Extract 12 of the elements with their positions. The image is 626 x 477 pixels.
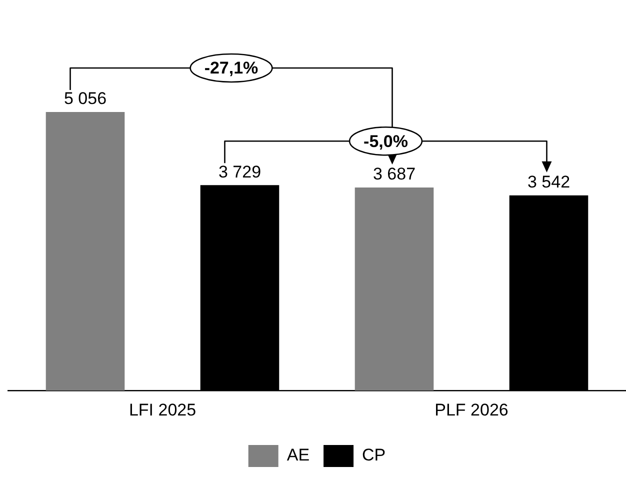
x-tick-label: LFI 2025 (128, 400, 196, 420)
data-label: 3 729 (218, 162, 262, 182)
text: -27,1% (204, 58, 258, 78)
bar (46, 112, 125, 391)
annotation: -5,0% (364, 132, 408, 151)
data-label: 3 542 (527, 172, 570, 192)
data-label: 3 687 (372, 164, 416, 184)
legend-label: AE (286, 446, 310, 465)
x-tick-label: PLF 2026 (434, 400, 508, 420)
data-label: 5 056 (64, 89, 107, 108)
bar (354, 187, 434, 391)
legend-label: CP (362, 446, 386, 465)
